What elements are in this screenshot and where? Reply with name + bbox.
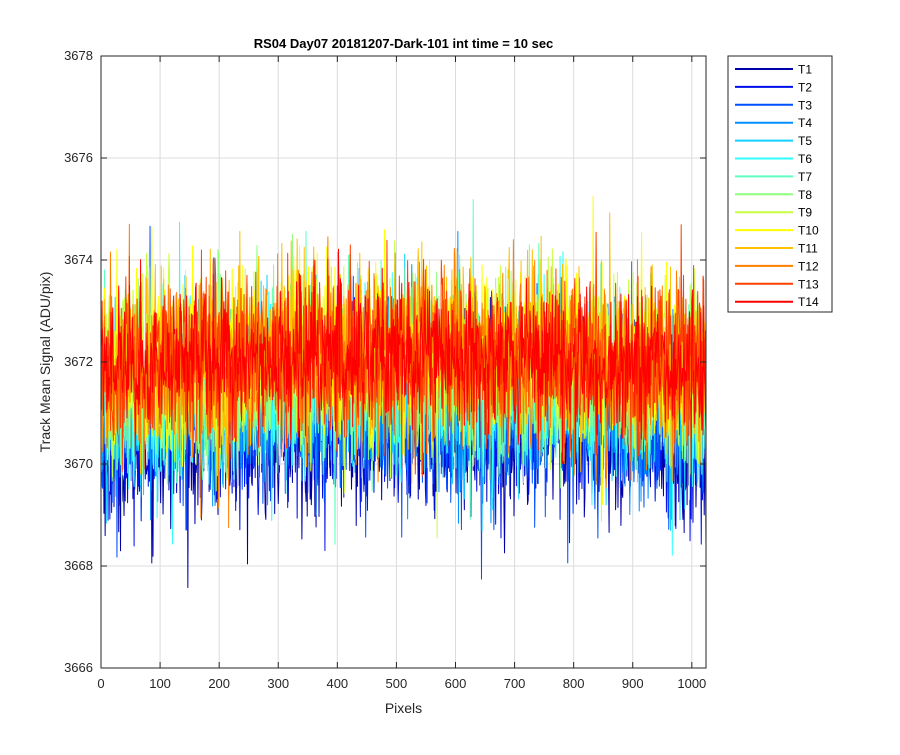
legend-item-t1: T1 — [735, 63, 812, 77]
legend-label: T3 — [798, 98, 812, 112]
legend-label: T5 — [798, 134, 812, 148]
legend-label: T12 — [798, 259, 819, 273]
y-tick-label: 3666 — [64, 660, 93, 675]
legend-label: T13 — [798, 277, 819, 291]
axis-ticks: 0 100 200 300 400 500 600 700 800 900 1000 3666 3668… — [64, 48, 706, 691]
legend-item-t8: T8 — [735, 188, 812, 202]
legend-label: T11 — [798, 242, 818, 256]
legend-item-t7: T7 — [735, 170, 812, 184]
legend-item-t4: T4 — [735, 116, 812, 130]
legend-label: T1 — [798, 63, 812, 77]
x-tick-label: 100 — [149, 676, 171, 691]
y-tick-label: 3670 — [64, 456, 93, 471]
legend-item-t13: T13 — [735, 277, 819, 291]
legend-label: T10 — [798, 224, 819, 238]
x-tick-label: 900 — [622, 676, 644, 691]
legend-label: T6 — [798, 152, 812, 166]
series-lines — [101, 195, 707, 589]
y-tick-label: 3674 — [64, 252, 93, 267]
series-line-t14 — [101, 248, 707, 477]
x-tick-label: 400 — [326, 676, 348, 691]
legend-label: T8 — [798, 188, 812, 202]
legend-item-t12: T12 — [735, 259, 819, 273]
y-tick-label: 3678 — [64, 48, 93, 63]
chart-title: RS04 Day07 20181207-Dark-101 int time = … — [254, 36, 554, 51]
x-tick-label: 700 — [504, 676, 526, 691]
legend: T1 T2 T3 T4 T5 T6 T7 T8 T9 T10 T11 T12 T13 T14 — [727, 55, 833, 313]
legend-item-t2: T2 — [735, 80, 812, 94]
x-tick-label: 0 — [97, 676, 104, 691]
x-tick-label: 600 — [445, 676, 467, 691]
y-axis-label: Track Mean Signal (ADU/pix) — [37, 272, 53, 453]
x-tick-label: 1000 — [677, 676, 706, 691]
legend-label: T14 — [798, 295, 819, 309]
x-tick-label: 500 — [386, 676, 408, 691]
y-tick-label: 3668 — [64, 558, 93, 573]
legend-box — [727, 55, 833, 313]
legend-item-t14: T14 — [735, 295, 819, 309]
legend-item-t6: T6 — [735, 152, 812, 166]
x-tick-label: 200 — [208, 676, 230, 691]
legend-label: T4 — [798, 116, 812, 130]
legend-item-t3: T3 — [735, 98, 812, 112]
legend-item-t11: T11 — [735, 242, 818, 256]
legend-label: T2 — [798, 80, 812, 94]
legend-item-t9: T9 — [735, 206, 812, 220]
x-tick-label: 800 — [563, 676, 585, 691]
legend-label: T7 — [798, 170, 812, 184]
legend-item-t5: T5 — [735, 134, 812, 148]
y-tick-label: 3676 — [64, 150, 93, 165]
legend-item-t10: T10 — [735, 224, 819, 238]
x-tick-label: 300 — [267, 676, 289, 691]
legend-label: T9 — [798, 206, 812, 220]
series-line-t13 — [101, 224, 707, 481]
y-tick-label: 3672 — [64, 354, 93, 369]
x-axis-label: Pixels — [385, 700, 422, 716]
